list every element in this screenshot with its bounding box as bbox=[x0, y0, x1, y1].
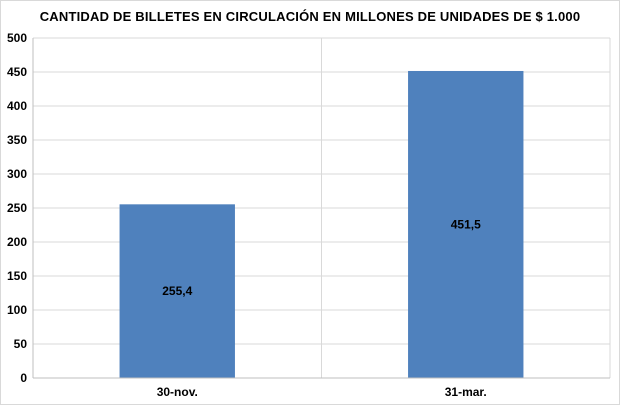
chart-title: CANTIDAD DE BILLETES EN CIRCULACIÓN EN M… bbox=[39, 9, 581, 24]
y-tick-label: 250 bbox=[7, 201, 27, 215]
y-tick-label: 400 bbox=[7, 99, 27, 113]
bar bbox=[119, 204, 235, 378]
y-tick-label: 500 bbox=[7, 31, 27, 45]
bar-layer bbox=[119, 70, 524, 378]
x-tick-label: 30-nov. bbox=[157, 385, 198, 399]
bar-data-label: 255,4 bbox=[162, 284, 192, 298]
y-tick-label: 450 bbox=[7, 65, 27, 79]
y-tick-label: 100 bbox=[7, 303, 27, 317]
label-layer: 0 50 100 150 200 250 300 350 400 450 500 255,4 30-no… bbox=[7, 31, 487, 399]
y-tick-label: 150 bbox=[7, 269, 27, 283]
bar bbox=[408, 70, 524, 378]
y-tick-label: 200 bbox=[7, 235, 27, 249]
y-tick-label: 0 bbox=[20, 371, 27, 385]
y-tick-label: 300 bbox=[7, 167, 27, 181]
bar-data-label: 451,5 bbox=[451, 217, 481, 231]
axis-layer bbox=[32, 38, 610, 379]
y-tick-label: 350 bbox=[7, 133, 27, 147]
y-tick-label: 50 bbox=[14, 337, 28, 351]
x-tick-label: 31-mar. bbox=[445, 385, 487, 399]
